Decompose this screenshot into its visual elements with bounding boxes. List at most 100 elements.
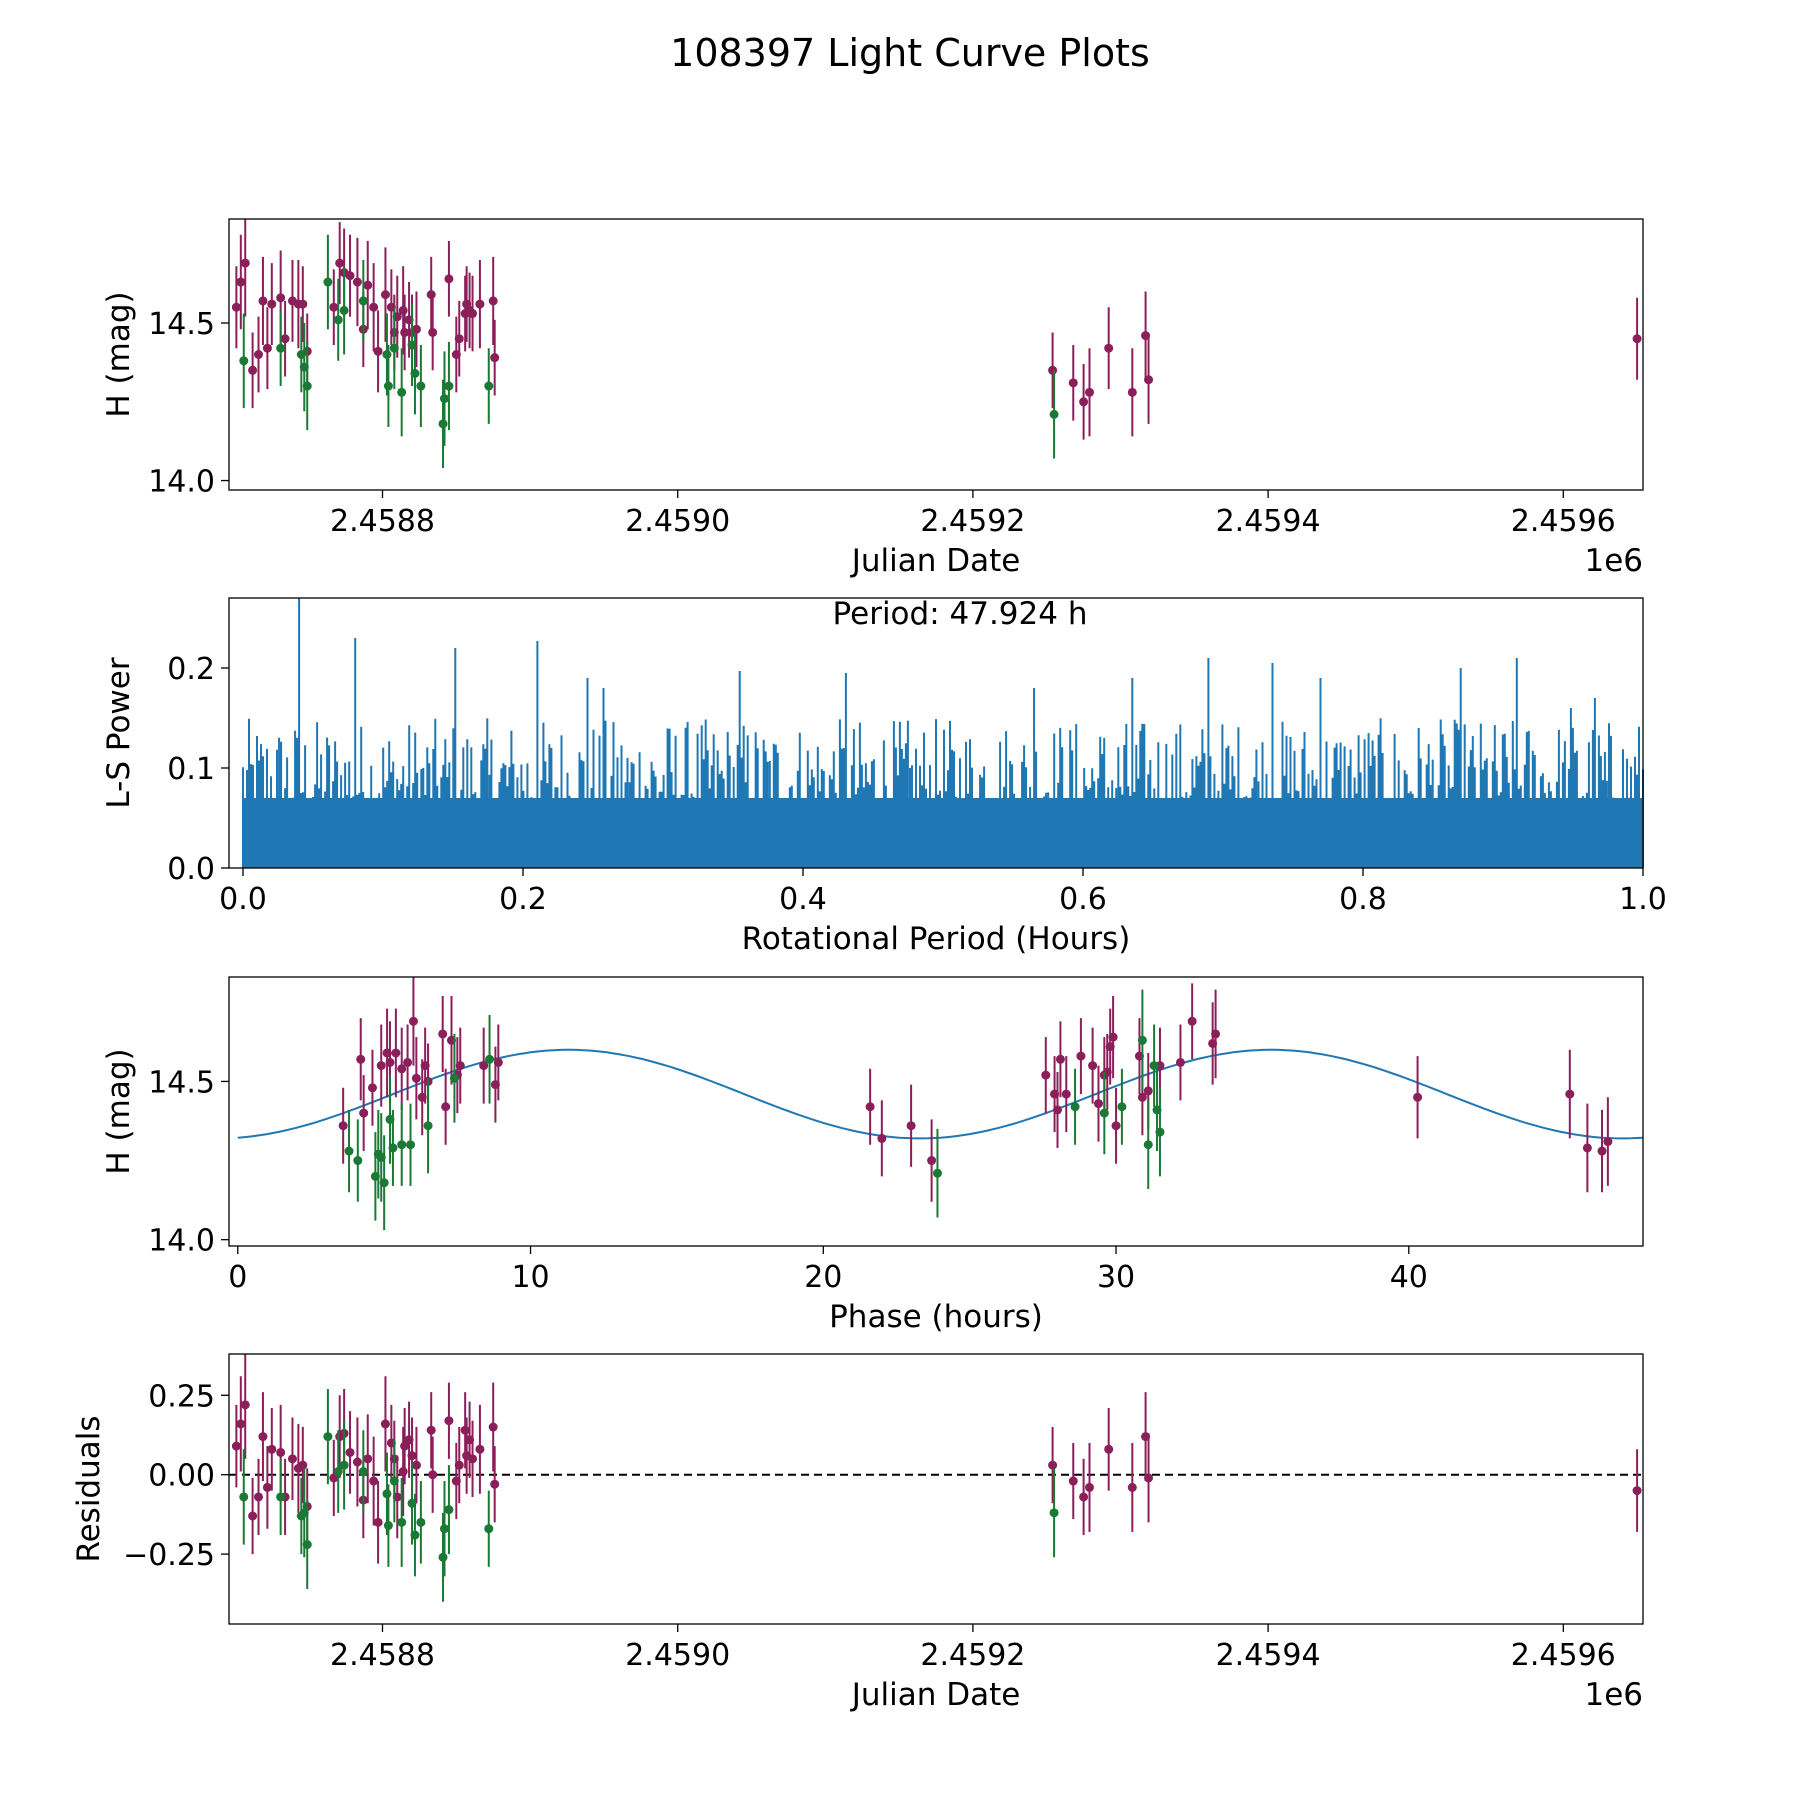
- purple-point: [373, 346, 383, 356]
- purple-point: [248, 365, 258, 375]
- purple-point: [276, 1447, 286, 1457]
- purple-point: [231, 302, 241, 312]
- axes-frame: [228, 218, 1644, 491]
- purple-point: [262, 1482, 272, 1492]
- green-point: [389, 343, 399, 353]
- y-tick-label: 14.5: [148, 1065, 215, 1100]
- y-tick-label: 0.25: [148, 1379, 215, 1414]
- axes-frame: [228, 976, 1644, 1247]
- data-layer: [231, 219, 1642, 468]
- purple-point: [254, 1492, 264, 1502]
- purple-point: [1127, 387, 1137, 397]
- subplot-phase: 0 10 20 30 40 14.0 14.5 Phase (hours) H (mag): [101, 976, 1644, 1335]
- y-tick-label: 14.5: [148, 307, 215, 342]
- axes-frame: [228, 597, 1644, 869]
- green-point: [302, 381, 312, 391]
- green-point: [485, 1054, 495, 1064]
- purple-point: [298, 299, 308, 309]
- purple-point: [1597, 1146, 1607, 1156]
- green-point: [333, 1467, 343, 1477]
- purple-point: [1076, 1051, 1086, 1061]
- subplot-residuals: 2.4588 2.4590 2.4592 2.4594 2.4596 0.25 0.00 −0…: [71, 1353, 1644, 1713]
- x-tick-label: 2.4590: [625, 504, 730, 539]
- x-tick-label: 30: [1097, 1260, 1135, 1295]
- purple-point: [468, 1454, 478, 1464]
- green-point: [1117, 1102, 1127, 1112]
- green-point: [276, 343, 286, 353]
- purple-point: [1413, 1092, 1423, 1102]
- x-axis-label: Julian Date: [850, 543, 1021, 579]
- purple-point: [1052, 1105, 1062, 1115]
- x-tick-label: 2.4590: [625, 1638, 730, 1673]
- purple-point: [1088, 1061, 1098, 1071]
- green-point: [344, 1146, 354, 1156]
- x-tick-label: 0.6: [1059, 882, 1107, 917]
- green-point: [358, 296, 368, 306]
- green-point: [353, 1156, 363, 1166]
- green-point: [397, 1140, 407, 1150]
- purple-point: [1068, 1476, 1078, 1486]
- y-tick-label: 14.0: [148, 465, 215, 500]
- purple-point: [240, 258, 250, 268]
- x-tick-label: 0.0: [219, 882, 267, 917]
- purple-point: [329, 1473, 339, 1483]
- purple-point: [338, 1121, 348, 1131]
- purple-point: [335, 258, 345, 268]
- subplot-lightcurve: 2.4588 2.4590 2.4592 2.4594 2.4596 14.0 14.5 Ju…: [101, 218, 1644, 579]
- purple-point: [444, 1416, 454, 1426]
- purple-point: [1144, 375, 1154, 385]
- green-point: [358, 1467, 368, 1477]
- purple-point: [329, 302, 339, 312]
- x-tick-label: 2.4596: [1511, 1638, 1616, 1673]
- y-axis-label: H (mag): [101, 1048, 137, 1174]
- purple-point: [1211, 1029, 1221, 1039]
- x-offset-text: 1e6: [1584, 1677, 1643, 1713]
- green-point: [383, 381, 393, 391]
- x-tick-label: 0.4: [779, 882, 827, 917]
- green-point: [379, 1178, 389, 1188]
- purple-point: [236, 1419, 246, 1429]
- purple-point: [373, 1517, 383, 1527]
- green-point: [449, 1073, 459, 1083]
- x-tick-label: 0.8: [1339, 882, 1387, 917]
- green-point: [1155, 1127, 1165, 1137]
- green-point: [444, 381, 454, 391]
- green-point: [388, 1143, 398, 1153]
- purple-point: [1127, 1482, 1137, 1492]
- purple-point: [380, 1419, 390, 1429]
- y-tick-label: 0.2: [167, 652, 215, 687]
- purple-point: [1144, 1473, 1154, 1483]
- x-tick-label: 20: [804, 1260, 842, 1295]
- purple-point: [488, 296, 498, 306]
- x-axis-label: Rotational Period (Hours): [742, 921, 1131, 957]
- purple-point: [248, 1511, 258, 1521]
- data-layer: [231, 1354, 1642, 1602]
- purple-point: [231, 1441, 241, 1451]
- green-point: [406, 1140, 416, 1150]
- purple-point: [1093, 1099, 1103, 1109]
- purple-point: [865, 1102, 875, 1112]
- axes-frame: [228, 1353, 1644, 1625]
- purple-point: [1108, 1032, 1118, 1042]
- purple-point: [1632, 334, 1642, 344]
- y-axis-label: Residuals: [71, 1415, 107, 1562]
- purple-point: [267, 1444, 277, 1454]
- purple-point: [287, 1454, 297, 1464]
- purple-point: [1187, 1016, 1197, 1026]
- model-curve: [237, 1048, 1644, 1140]
- purple-point: [240, 1400, 250, 1410]
- green-point: [339, 1460, 349, 1470]
- purple-point: [280, 334, 290, 344]
- purple-point: [356, 1054, 366, 1064]
- green-point: [438, 419, 448, 429]
- x-tick-label: 2.4594: [1216, 504, 1321, 539]
- purple-point: [369, 302, 379, 312]
- power-floor-band: [243, 798, 1643, 868]
- green-point: [1049, 1508, 1059, 1518]
- x-axis-label: Julian Date: [850, 1677, 1021, 1713]
- purple-point: [400, 327, 410, 337]
- purple-point: [488, 1422, 498, 1432]
- purple-point: [407, 1451, 417, 1461]
- green-point: [1137, 1035, 1147, 1045]
- green-point: [389, 1476, 399, 1486]
